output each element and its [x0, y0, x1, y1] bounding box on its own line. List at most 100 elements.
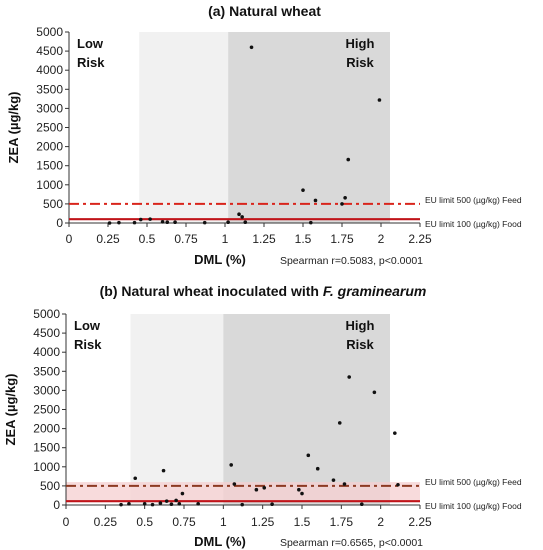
x-axis-label: DML (%): [194, 534, 246, 549]
high-risk-zone: [223, 314, 390, 505]
data-point: [226, 220, 230, 225]
high-risk-label: Risk: [346, 337, 374, 352]
x-tick-label: 1.5: [295, 232, 312, 246]
x-tick-label: 2: [377, 515, 384, 529]
x-tick-label: 0: [63, 515, 70, 529]
x-axis-label: DML (%): [194, 252, 246, 267]
data-point: [142, 502, 147, 506]
low-risk-label: Risk: [74, 337, 102, 352]
data-point: [297, 487, 301, 492]
y-tick-label: 500: [40, 479, 60, 493]
spearman-stat: Spearman r=0.6565, p<0.0001: [280, 537, 423, 549]
x-tick-label: 2: [378, 232, 385, 246]
y-axis-label: ZEA (µg/kg): [3, 373, 18, 445]
data-point: [173, 220, 177, 225]
x-tick-label: 0.5: [139, 232, 156, 246]
y-tick-label: 1500: [36, 159, 63, 173]
data-point: [301, 188, 305, 192]
x-tick-label: 1: [222, 232, 229, 246]
data-point: [313, 198, 318, 203]
y-tick-label: 2000: [36, 140, 63, 154]
data-point: [161, 468, 166, 473]
data-point: [127, 502, 131, 506]
data-point: [359, 502, 364, 507]
limit-label: EU limit 100 (µg/kg) Food: [425, 501, 522, 511]
y-axis-label: ZEA (µg/kg): [6, 91, 21, 163]
limit-label: EU limit 100 (µg/kg) Food: [425, 219, 522, 229]
data-point: [343, 195, 347, 200]
chart-title: (b) Natural wheat inoculated with F. gra…: [100, 283, 427, 299]
x-tick-label: 0.25: [96, 232, 120, 246]
data-point: [148, 217, 152, 221]
x-tick-label: 0.5: [136, 515, 153, 529]
x-tick-label: 2.25: [408, 232, 432, 246]
chart-title-italic: F. graminearum: [323, 283, 426, 299]
data-point: [150, 502, 155, 507]
data-point: [133, 476, 138, 481]
data-point: [342, 482, 347, 486]
y-tick-label: 3500: [36, 82, 63, 96]
data-point: [306, 453, 311, 458]
chart-title-main: (b) Natural wheat inoculated with: [100, 283, 323, 299]
y-tick-label: 1000: [36, 178, 63, 192]
data-point: [169, 502, 174, 507]
y-tick-label: 2000: [33, 422, 60, 436]
y-tick-label: 1000: [33, 460, 60, 474]
data-point: [372, 390, 377, 395]
y-tick-label: 2500: [36, 121, 63, 135]
y-tick-label: 0: [53, 498, 60, 512]
data-point: [107, 221, 112, 225]
data-point: [160, 220, 165, 224]
x-tick-label: 1.25: [251, 515, 275, 529]
data-point: [254, 487, 259, 492]
data-point: [315, 466, 320, 471]
y-tick-label: 5000: [36, 25, 63, 39]
data-point: [119, 502, 123, 507]
data-point: [262, 486, 267, 490]
low-risk-label: Low: [74, 318, 101, 333]
y-tick-label: 0: [56, 216, 63, 230]
data-point: [158, 501, 163, 505]
data-point: [340, 202, 344, 206]
data-point: [180, 491, 185, 496]
chart-b: (b) Natural wheat inoculated with F. gra…: [3, 283, 522, 549]
high-risk-label: High: [346, 318, 375, 333]
data-point: [331, 478, 336, 482]
y-tick-label: 3500: [33, 364, 60, 378]
low-risk-zone: [139, 32, 229, 223]
x-tick-label: 2.25: [408, 515, 432, 529]
y-tick-label: 5000: [33, 307, 60, 321]
spearman-stat: Spearman r=0.5083, p<0.0001: [280, 255, 423, 267]
y-tick-label: 4500: [33, 326, 60, 340]
high-risk-label: Risk: [346, 55, 374, 70]
data-point: [164, 499, 169, 503]
high-risk-zone: [228, 32, 390, 223]
data-point: [132, 220, 137, 225]
limit-label: EU limit 500 (µg/kg) Feed: [425, 195, 522, 205]
data-point: [165, 220, 170, 225]
y-tick-label: 500: [43, 197, 63, 211]
x-tick-label: 0.75: [174, 232, 198, 246]
data-point: [243, 220, 248, 225]
low-risk-zone: [130, 314, 224, 505]
data-point: [240, 215, 244, 219]
y-tick-label: 4000: [33, 345, 60, 359]
data-point: [229, 463, 233, 467]
chart-a: (a) Natural wheat Low Risk High Risk 0 500 1000…: [6, 3, 522, 267]
data-point: [177, 502, 182, 506]
data-point: [202, 220, 207, 225]
x-tick-label: 0.25: [94, 515, 118, 529]
data-point: [337, 421, 342, 425]
data-point: [346, 157, 351, 162]
low-risk-label: Risk: [77, 55, 105, 70]
data-point: [249, 45, 254, 50]
high-risk-label: High: [346, 36, 375, 51]
data-point: [232, 482, 237, 486]
data-point: [393, 431, 397, 435]
x-tick-label: 1.5: [294, 515, 311, 529]
data-point: [396, 482, 400, 487]
data-point: [196, 502, 200, 506]
data-point: [309, 220, 313, 225]
data-point: [270, 502, 274, 507]
